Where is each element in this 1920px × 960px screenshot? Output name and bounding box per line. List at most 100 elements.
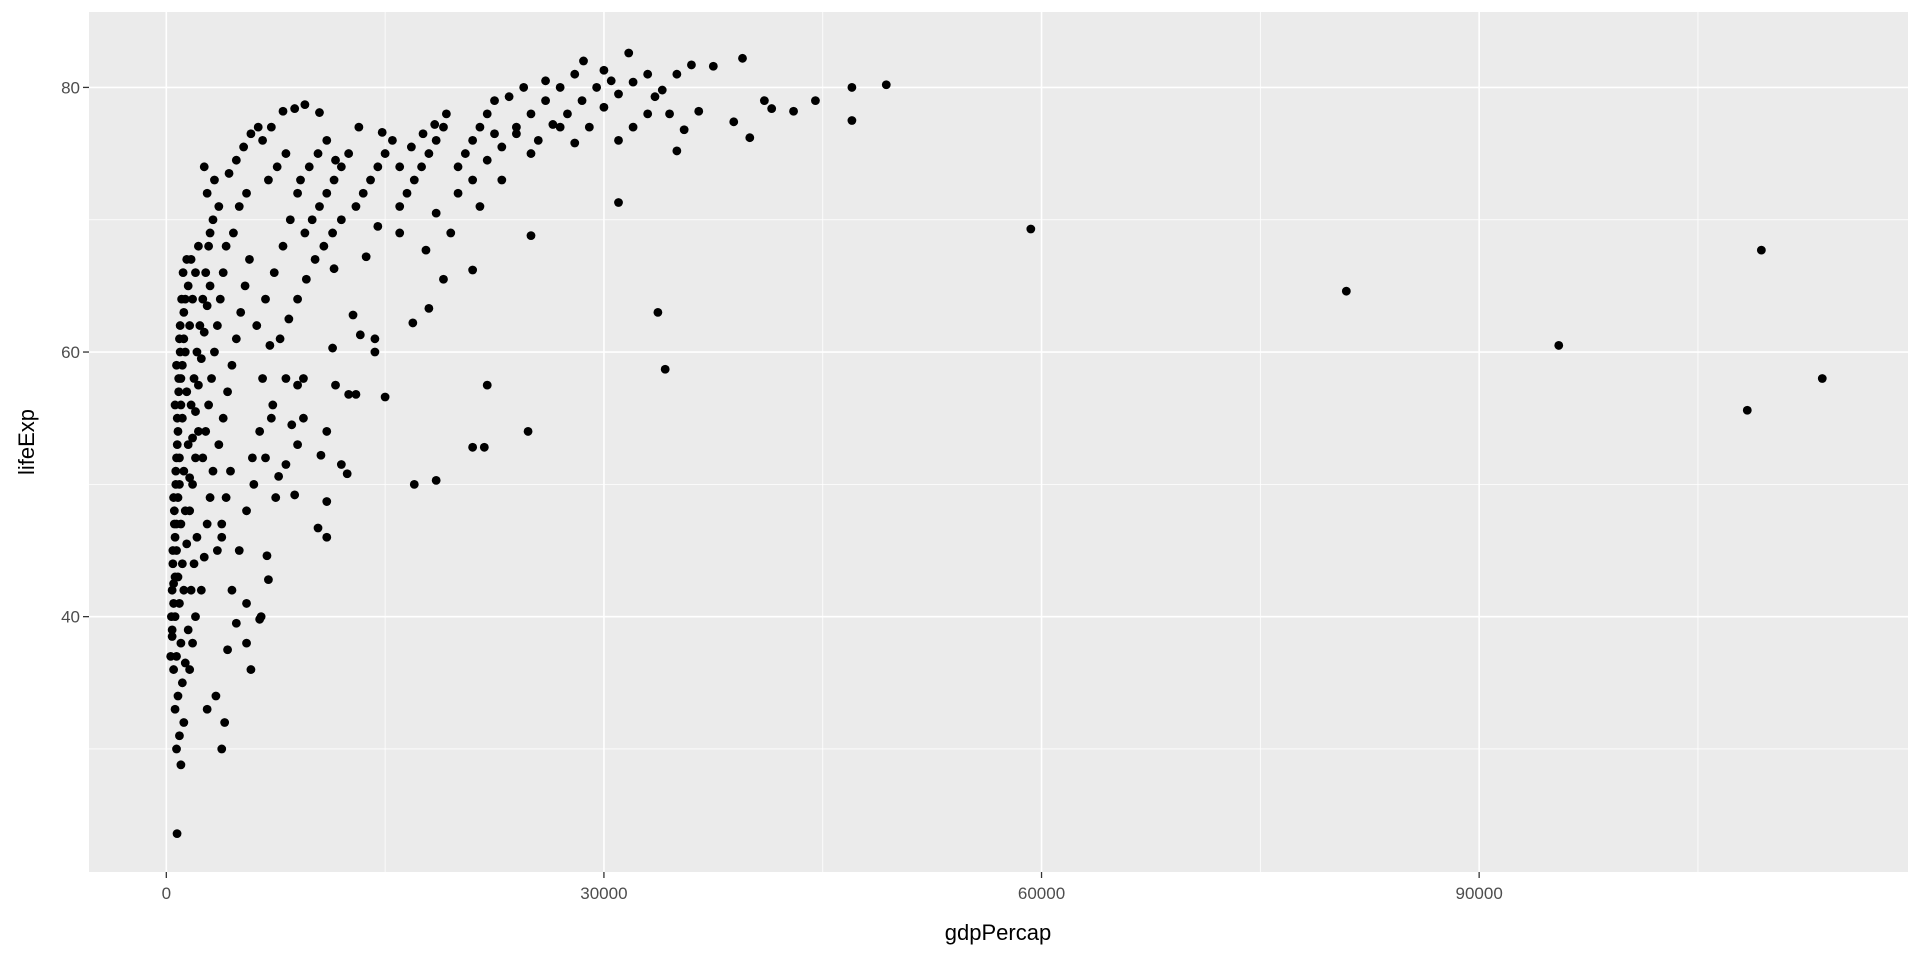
- data-point: [355, 330, 365, 340]
- data-point: [665, 109, 674, 119]
- data-point: [497, 142, 507, 152]
- data-point: [482, 380, 492, 390]
- data-point: [370, 334, 380, 344]
- data-point: [299, 413, 308, 423]
- data-point: [229, 228, 238, 238]
- data-point: [172, 744, 181, 754]
- data-point: [881, 80, 891, 90]
- data-point: [218, 413, 228, 423]
- data-point: [175, 453, 184, 463]
- data-point: [679, 125, 689, 135]
- data-point: [336, 460, 346, 469]
- data-point: [708, 61, 718, 71]
- data-point: [265, 341, 275, 350]
- data-point: [179, 466, 189, 476]
- data-point: [175, 321, 185, 330]
- data-point: [475, 122, 485, 132]
- data-point: [406, 142, 416, 152]
- data-point: [168, 546, 178, 555]
- data-point: [242, 506, 251, 516]
- x-tick-label: 60000: [1018, 884, 1065, 903]
- data-point: [395, 202, 405, 211]
- data-point: [183, 281, 193, 291]
- data-point: [409, 479, 419, 489]
- data-point: [421, 245, 431, 255]
- data-point: [687, 60, 696, 70]
- data-point: [271, 493, 281, 502]
- data-point: [511, 129, 521, 139]
- data-point: [176, 638, 186, 648]
- data-point: [729, 117, 739, 127]
- data-point: [653, 307, 663, 317]
- data-point: [431, 208, 441, 218]
- y-tick-label: 40: [61, 608, 80, 627]
- data-point: [351, 202, 361, 211]
- data-point: [301, 274, 311, 284]
- data-point: [624, 48, 634, 58]
- data-point: [170, 532, 180, 542]
- data-point: [172, 519, 181, 529]
- data-point: [177, 678, 187, 688]
- data-point: [1341, 286, 1351, 296]
- data-point: [173, 493, 183, 502]
- data-point: [541, 96, 550, 106]
- data-point: [811, 96, 820, 106]
- data-point: [182, 539, 192, 549]
- data-point: [249, 479, 259, 489]
- data-point: [497, 175, 507, 185]
- data-point: [274, 472, 284, 481]
- data-point: [202, 704, 212, 714]
- data-point: [1742, 405, 1752, 415]
- data-point: [441, 109, 451, 119]
- data-point: [322, 427, 332, 436]
- data-point: [212, 321, 222, 330]
- data-point: [195, 321, 205, 330]
- data-point: [275, 334, 285, 344]
- x-tick-label: 0: [162, 884, 171, 903]
- data-point: [170, 572, 180, 582]
- data-point: [418, 129, 428, 139]
- data-point: [205, 281, 215, 291]
- data-point: [201, 427, 211, 436]
- data-point: [167, 632, 177, 641]
- data-point: [310, 255, 320, 264]
- data-point: [439, 274, 448, 284]
- data-point: [176, 400, 186, 410]
- data-point: [169, 579, 179, 588]
- data-point: [172, 829, 182, 839]
- data-point: [188, 433, 197, 443]
- data-point: [1817, 374, 1827, 383]
- data-point: [196, 585, 206, 595]
- data-point: [285, 215, 295, 225]
- x-tick-label: 30000: [580, 884, 627, 903]
- data-point: [767, 104, 777, 113]
- data-point: [185, 321, 195, 330]
- data-point: [173, 427, 183, 436]
- data-point: [290, 490, 300, 500]
- minor-gridlines: [89, 12, 1908, 872]
- data-point: [188, 294, 197, 304]
- data-point: [614, 135, 623, 145]
- data-point: [185, 506, 195, 516]
- data-point: [214, 202, 224, 211]
- data-point: [252, 321, 262, 330]
- data-point: [221, 241, 231, 251]
- data-point: [169, 665, 179, 674]
- data-point: [523, 427, 533, 436]
- data-point: [194, 380, 203, 390]
- major-gridlines: [89, 12, 1908, 872]
- data-point: [307, 215, 317, 225]
- data-point: [614, 89, 623, 99]
- data-point: [179, 307, 189, 317]
- data-point: [210, 175, 219, 185]
- data-point: [207, 374, 216, 383]
- data-point: [177, 559, 187, 569]
- data-point: [293, 440, 302, 450]
- data-point: [182, 255, 192, 264]
- data-point: [331, 155, 340, 165]
- data-point: [322, 532, 332, 542]
- y-axis: 40 60 80: [61, 78, 89, 627]
- data-point: [657, 85, 667, 95]
- data-point: [264, 575, 273, 584]
